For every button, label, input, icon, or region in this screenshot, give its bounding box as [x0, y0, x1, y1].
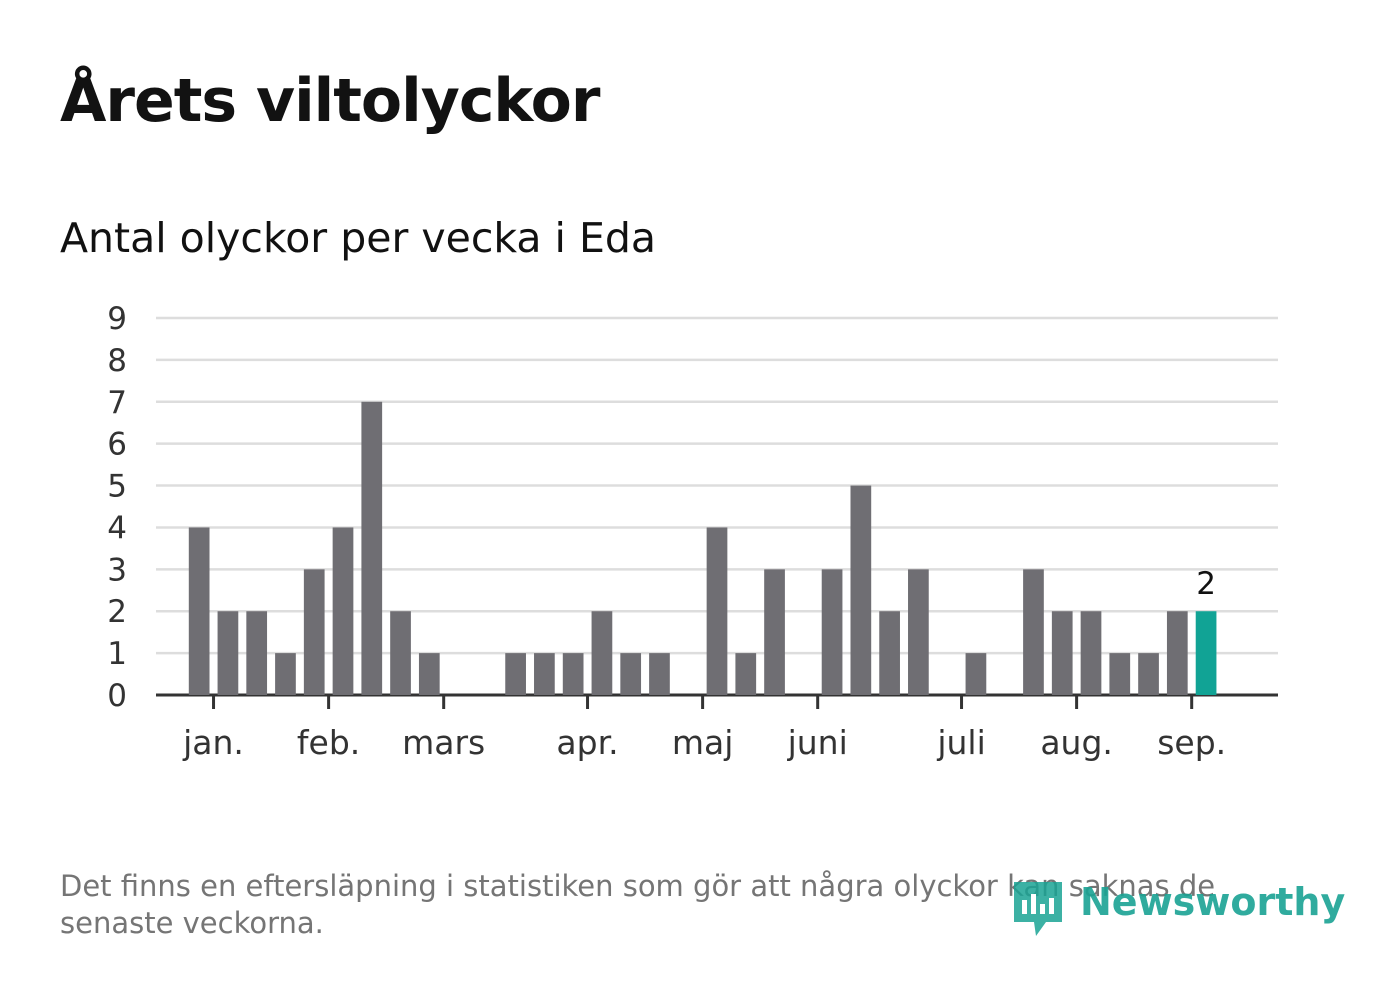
bars	[188, 401, 1217, 695]
y-tick-label: 7	[107, 385, 127, 421]
y-tick-label: 6	[107, 427, 127, 463]
x-tick-label: juni	[787, 723, 848, 762]
x-tick-label: feb.	[297, 723, 360, 762]
grid-lines	[156, 316, 1278, 709]
x-tick-label: jan.	[182, 723, 244, 762]
bar	[303, 569, 325, 695]
x-tick-label: mars	[402, 723, 485, 762]
x-tick-label: maj	[672, 723, 734, 762]
newsworthy-logo-text: Newsworthy	[1080, 880, 1346, 924]
bar	[620, 653, 642, 695]
bar	[246, 611, 268, 695]
labels: 0 1 2 3 4 5 6 7 8 9 2 jan. feb. mars apr. maj juni juli au…	[107, 301, 1226, 762]
bar	[562, 653, 584, 695]
bar	[361, 401, 383, 695]
y-tick-label: 1	[107, 636, 127, 672]
chart-title: Årets viltolyckor	[60, 66, 600, 136]
chart-subtitle: Antal olyckor per vecka i Eda	[60, 214, 657, 262]
newsworthy-logo: Newsworthy	[1010, 872, 1345, 942]
y-tick-label: 8	[107, 343, 127, 379]
bar	[879, 611, 900, 695]
bar	[735, 653, 757, 695]
y-tick-label: 5	[107, 469, 127, 505]
newsworthy-logo-icon	[1014, 882, 1062, 936]
y-tick-label: 9	[107, 301, 127, 337]
bar	[1023, 569, 1044, 695]
bar	[591, 611, 613, 695]
y-tick-label: 0	[107, 678, 127, 714]
bar	[534, 653, 555, 695]
bar	[505, 653, 526, 695]
bar	[418, 653, 440, 695]
bar	[764, 569, 785, 695]
bar-highlight	[1195, 611, 1217, 695]
bar	[1080, 611, 1102, 695]
bar	[1051, 611, 1073, 695]
bar	[1138, 653, 1159, 695]
bar	[649, 653, 670, 695]
y-tick-label: 2	[107, 594, 127, 630]
y-tick-label: 3	[107, 552, 127, 588]
bar	[188, 527, 210, 695]
x-tick-label: aug.	[1040, 723, 1113, 762]
x-tick-label: sep.	[1157, 723, 1226, 762]
y-tick-label: 4	[107, 510, 127, 546]
highlight-bar-label: 2	[1196, 566, 1216, 602]
bar	[965, 653, 987, 695]
bar	[1166, 611, 1188, 695]
bar	[217, 611, 239, 695]
bar	[332, 527, 354, 695]
bar	[850, 485, 872, 695]
bar	[390, 611, 411, 695]
x-tick-label: juli	[936, 723, 985, 762]
bar	[908, 569, 929, 695]
x-tick-label: apr.	[556, 723, 618, 762]
bar	[275, 653, 296, 695]
bar	[706, 527, 728, 695]
bar	[821, 569, 843, 695]
bar	[1109, 653, 1131, 695]
